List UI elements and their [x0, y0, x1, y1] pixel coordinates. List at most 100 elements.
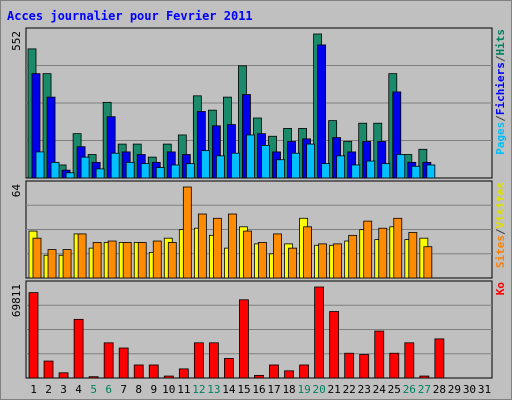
- bar-sites-day-26: [408, 232, 418, 279]
- bar-sites-day-9: [152, 240, 162, 279]
- legend-label-2: Fichiers: [494, 62, 507, 115]
- bar-ko-day-27: [419, 375, 430, 379]
- bar-sites-day-18: [288, 247, 297, 279]
- bar-ko-day-12: [193, 342, 204, 379]
- legend-label-0: Ko: [494, 282, 507, 296]
- legend-label-1: /: [494, 228, 507, 235]
- bar-sites-day-8: [137, 242, 147, 279]
- panel-kb-ymax-label: 69811: [10, 284, 23, 317]
- x-tick-day-26: 26: [403, 383, 416, 396]
- x-tick-day-12: 12: [192, 383, 205, 396]
- legend-label-0: Pages: [494, 122, 507, 155]
- bar-ko-day-3: [58, 372, 69, 379]
- x-tick-day-4: 4: [75, 383, 82, 396]
- bar-pages-day-9: [155, 167, 165, 179]
- bar-ko-day-21: [329, 311, 340, 379]
- bar-sites-day-25: [393, 217, 403, 279]
- bar-pages-day-4: [80, 156, 90, 179]
- legend-label-4: Hits: [494, 29, 507, 56]
- bar-sites-day-3: [62, 249, 72, 279]
- bar-pages-day-3: [65, 172, 75, 179]
- bar-ko-day-23: [359, 354, 370, 379]
- x-tick-day-10: 10: [162, 383, 175, 396]
- x-tick-day-27: 27: [418, 383, 431, 396]
- bar-sites-day-22: [348, 234, 358, 279]
- bar-pages-day-2: [50, 161, 60, 179]
- x-tick-day-9: 9: [150, 383, 157, 396]
- bar-ko-day-24: [374, 330, 385, 379]
- legend-label-2: Visites: [494, 182, 507, 228]
- bar-sites-day-13: [212, 217, 222, 279]
- bar-sites-day-1: [32, 237, 42, 279]
- bar-pages-day-25: [396, 154, 406, 179]
- x-tick-day-5: 5: [90, 383, 97, 396]
- bar-sites-day-15: [243, 230, 252, 279]
- bar-ko-day-4: [73, 318, 84, 379]
- bar-ko-day-6: [103, 342, 114, 379]
- x-tick-day-23: 23: [358, 383, 371, 396]
- bar-ko-day-2: [43, 360, 54, 379]
- panel-kb-legend: Ko: [494, 282, 507, 296]
- x-tick-day-19: 19: [297, 383, 310, 396]
- x-tick-day-2: 2: [45, 383, 52, 396]
- bar-ko-day-28: [434, 338, 445, 379]
- bar-ko-day-25: [389, 352, 400, 379]
- x-tick-day-21: 21: [328, 383, 341, 396]
- legend-label-0: Sites: [494, 235, 507, 268]
- bar-pages-day-11: [185, 163, 195, 179]
- bar-sites-day-11: [182, 186, 192, 279]
- bar-pages-day-8: [140, 163, 150, 179]
- bar-ko-day-5: [88, 376, 99, 379]
- bar-ko-day-13: [208, 342, 219, 379]
- bar-sites-day-10: [167, 242, 177, 279]
- x-tick-day-31: 31: [478, 383, 491, 396]
- bar-sites-day-5: [92, 242, 102, 279]
- bar-sites-day-12: [197, 213, 207, 279]
- bar-pages-day-24: [381, 163, 391, 179]
- legend-label-3: /: [494, 55, 507, 62]
- bar-sites-day-2: [47, 249, 57, 279]
- bar-pages-day-5: [95, 168, 105, 179]
- bar-sites-day-21: [333, 243, 343, 279]
- panel-hits-legend: Pages/Fichiers/Hits: [494, 29, 507, 155]
- chart-title: Acces journalier pour Fevrier 2011: [7, 9, 253, 23]
- bar-ko-day-9: [148, 364, 159, 379]
- x-tick-day-20: 20: [313, 383, 326, 396]
- bar-ko-day-14: [224, 358, 234, 379]
- x-tick-day-1: 1: [30, 383, 37, 396]
- x-tick-day-6: 6: [105, 383, 112, 396]
- bar-ko-day-11: [178, 368, 189, 379]
- bar-pages-day-14: [231, 152, 240, 179]
- bar-pages-day-27: [426, 164, 436, 179]
- bar-sites-day-14: [228, 213, 237, 279]
- bar-pages-day-19: [306, 143, 315, 179]
- bar-pages-day-17: [276, 159, 285, 179]
- bar-pages-day-16: [261, 144, 270, 179]
- x-tick-day-22: 22: [343, 383, 356, 396]
- bar-pages-day-1: [35, 151, 45, 179]
- x-tick-day-28: 28: [433, 383, 446, 396]
- x-tick-day-24: 24: [373, 383, 387, 396]
- bar-ko-day-22: [344, 352, 355, 379]
- bar-sites-day-20: [318, 243, 328, 279]
- bar-pages-day-7: [125, 161, 135, 179]
- bar-pages-day-6: [110, 152, 120, 179]
- bar-ko-day-20: [314, 286, 325, 379]
- bar-pages-day-26: [411, 165, 421, 179]
- x-tick-day-7: 7: [120, 383, 127, 396]
- bar-sites-day-6: [107, 240, 117, 279]
- bar-pages-day-15: [246, 134, 255, 179]
- bar-pages-day-22: [351, 164, 361, 179]
- x-tick-day-25: 25: [388, 383, 401, 396]
- legend-label-1: /: [494, 115, 507, 122]
- bar-ko-day-18: [284, 370, 294, 379]
- bar-pages-day-10: [170, 164, 180, 179]
- bar-ko-day-8: [133, 364, 144, 379]
- panel-visits-legend: Sites/Visites: [494, 182, 507, 268]
- bar-pages-day-12: [200, 150, 210, 179]
- bar-sites-day-7: [122, 242, 132, 279]
- x-tick-day-15: 15: [237, 383, 250, 396]
- bar-ko-day-1: [28, 292, 39, 379]
